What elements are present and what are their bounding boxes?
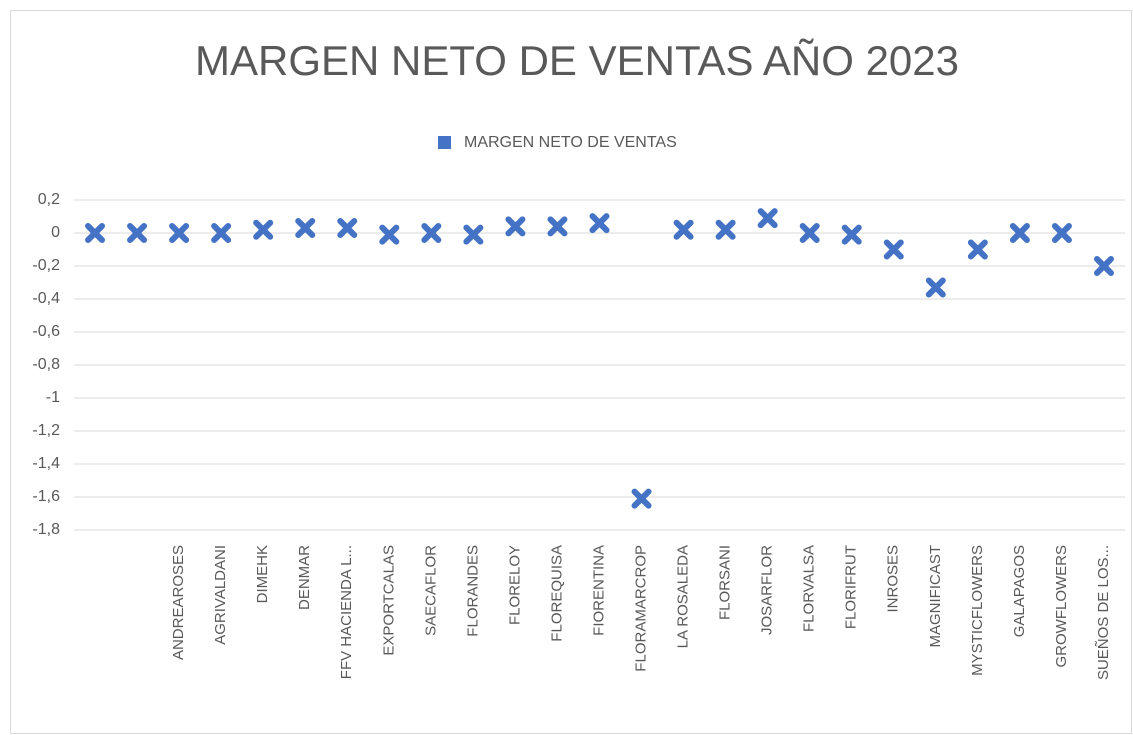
y-tick-label: -0,2 [32,257,60,274]
x-tick-label: MYSTICFLOWERS [969,545,986,676]
chart-title: MARGEN NETO DE VENTAS AÑO 2023 [195,37,959,84]
marker [337,218,358,239]
x-tick-label: JOSARFLOR [759,545,776,635]
y-tick-label: -0,4 [32,290,60,307]
x-tick-label: GROWFLOWERS [1053,545,1070,668]
marker [505,216,526,237]
marker [1051,223,1072,243]
marker [841,224,862,245]
x-tick-label: ANDREAROSES [170,545,187,660]
legend-label: MARGEN NETO DE VENTAS [464,134,677,151]
x-tick-label: SUEÑOS DE LOS... [1095,545,1112,680]
marker [253,219,274,240]
x-tick-label: FLORANDES [464,545,481,637]
y-tick-label: -1,8 [32,521,60,538]
y-tick-label: -1,4 [32,455,60,472]
marker [883,239,904,260]
marker [631,488,652,509]
x-tick-label: GALAPAGOS [1011,545,1028,637]
x-tick-label: FLORELOY [506,545,523,625]
marker [589,213,610,234]
y-tick-label: -1,6 [32,488,60,505]
x-tick-label: INROSES [885,545,902,613]
marker [757,208,778,229]
chart-border [10,10,1132,734]
y-tick-label: 0 [51,224,60,241]
y-tick-label: 0,2 [38,191,60,208]
marker [295,218,316,239]
x-tick-label: FFV HACIENDA L... [338,545,355,679]
x-tick-label: AGRIVALDANI [212,545,229,645]
x-tick-label: FLORIFRUT [843,545,860,629]
marker [715,219,736,240]
marker [379,224,400,245]
legend-marker [438,136,451,149]
marker [1093,256,1114,276]
x-tick-label: DENMAR [296,545,313,610]
x-tick-label: MAGNIFICAST [927,545,944,648]
x-tick-label: SAECAFLOR [422,545,439,636]
x-tick-label: EXPORTCALAS [380,545,397,656]
marker [967,239,988,260]
x-tick-label: FIORENTINA [590,545,607,636]
marker [127,223,148,243]
y-tick-label: -0,8 [32,356,60,373]
marker [421,223,442,243]
x-tick-label: FLORSANI [717,545,734,620]
marker [799,223,820,243]
y-tick-label: -1 [46,389,60,406]
x-tick-label: FLOREQUISA [548,545,565,642]
x-tick-label: FLORAMARCROP [633,545,650,672]
marker [211,223,232,243]
marker [673,219,694,240]
y-tick-label: -1,2 [32,422,60,439]
marker [463,224,484,245]
marker [169,223,190,243]
x-tick-label: FLORVALSA [801,545,818,632]
marker [925,277,946,298]
x-tick-label: LA ROSALEDA [675,545,692,648]
y-tick-label: -0,6 [32,323,60,340]
x-tick-label: DIMEHK [254,545,271,603]
marker [547,216,568,237]
marker [1009,223,1030,243]
marker [85,223,106,243]
